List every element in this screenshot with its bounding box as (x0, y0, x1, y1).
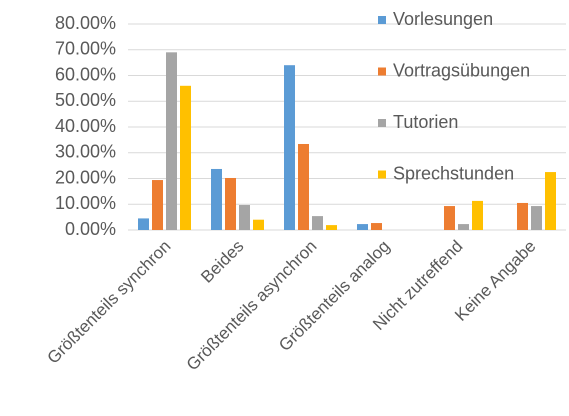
y-tick-label: 30.00% (55, 142, 116, 162)
bar (225, 177, 236, 230)
y-tick-label: 80.00% (55, 13, 116, 33)
bar (312, 216, 323, 230)
bar (253, 219, 264, 230)
bar (166, 52, 177, 231)
x-tick-label: Beides (197, 237, 247, 287)
y-tick-label: 10.00% (55, 193, 116, 213)
bar (152, 180, 163, 230)
y-tick-label: 50.00% (55, 90, 116, 110)
legend-swatch (378, 119, 386, 127)
bar (444, 206, 455, 230)
legend-label: Vorlesungen (393, 9, 493, 29)
bar (371, 223, 382, 230)
bar (458, 224, 469, 230)
legend-label: Sprechstunden (393, 163, 514, 183)
y-tick-label: 0.00% (65, 219, 116, 239)
bar (298, 143, 309, 230)
bar (284, 65, 295, 230)
bar (239, 205, 250, 230)
bar (472, 200, 483, 230)
y-tick-label: 60.00% (55, 64, 116, 84)
bar (517, 202, 528, 230)
x-tick-label: Größtenteils asynchron (183, 237, 321, 375)
bar (211, 168, 222, 230)
bar (531, 206, 542, 230)
legend-swatch (378, 170, 386, 179)
x-tick-label: Größtenteils synchron (43, 237, 174, 368)
legend-label: Tutorien (393, 112, 458, 132)
bar (180, 85, 191, 230)
legend-label: Vortragsübungen (393, 60, 530, 80)
bar (357, 224, 368, 230)
y-tick-label: 20.00% (55, 167, 116, 187)
y-tick-label: 40.00% (55, 116, 116, 136)
y-tick-label: 70.00% (55, 39, 116, 59)
legend-swatch (378, 67, 386, 76)
bar (138, 218, 149, 230)
bar (545, 172, 556, 230)
legend-swatch (378, 16, 386, 24)
bar (326, 225, 337, 230)
